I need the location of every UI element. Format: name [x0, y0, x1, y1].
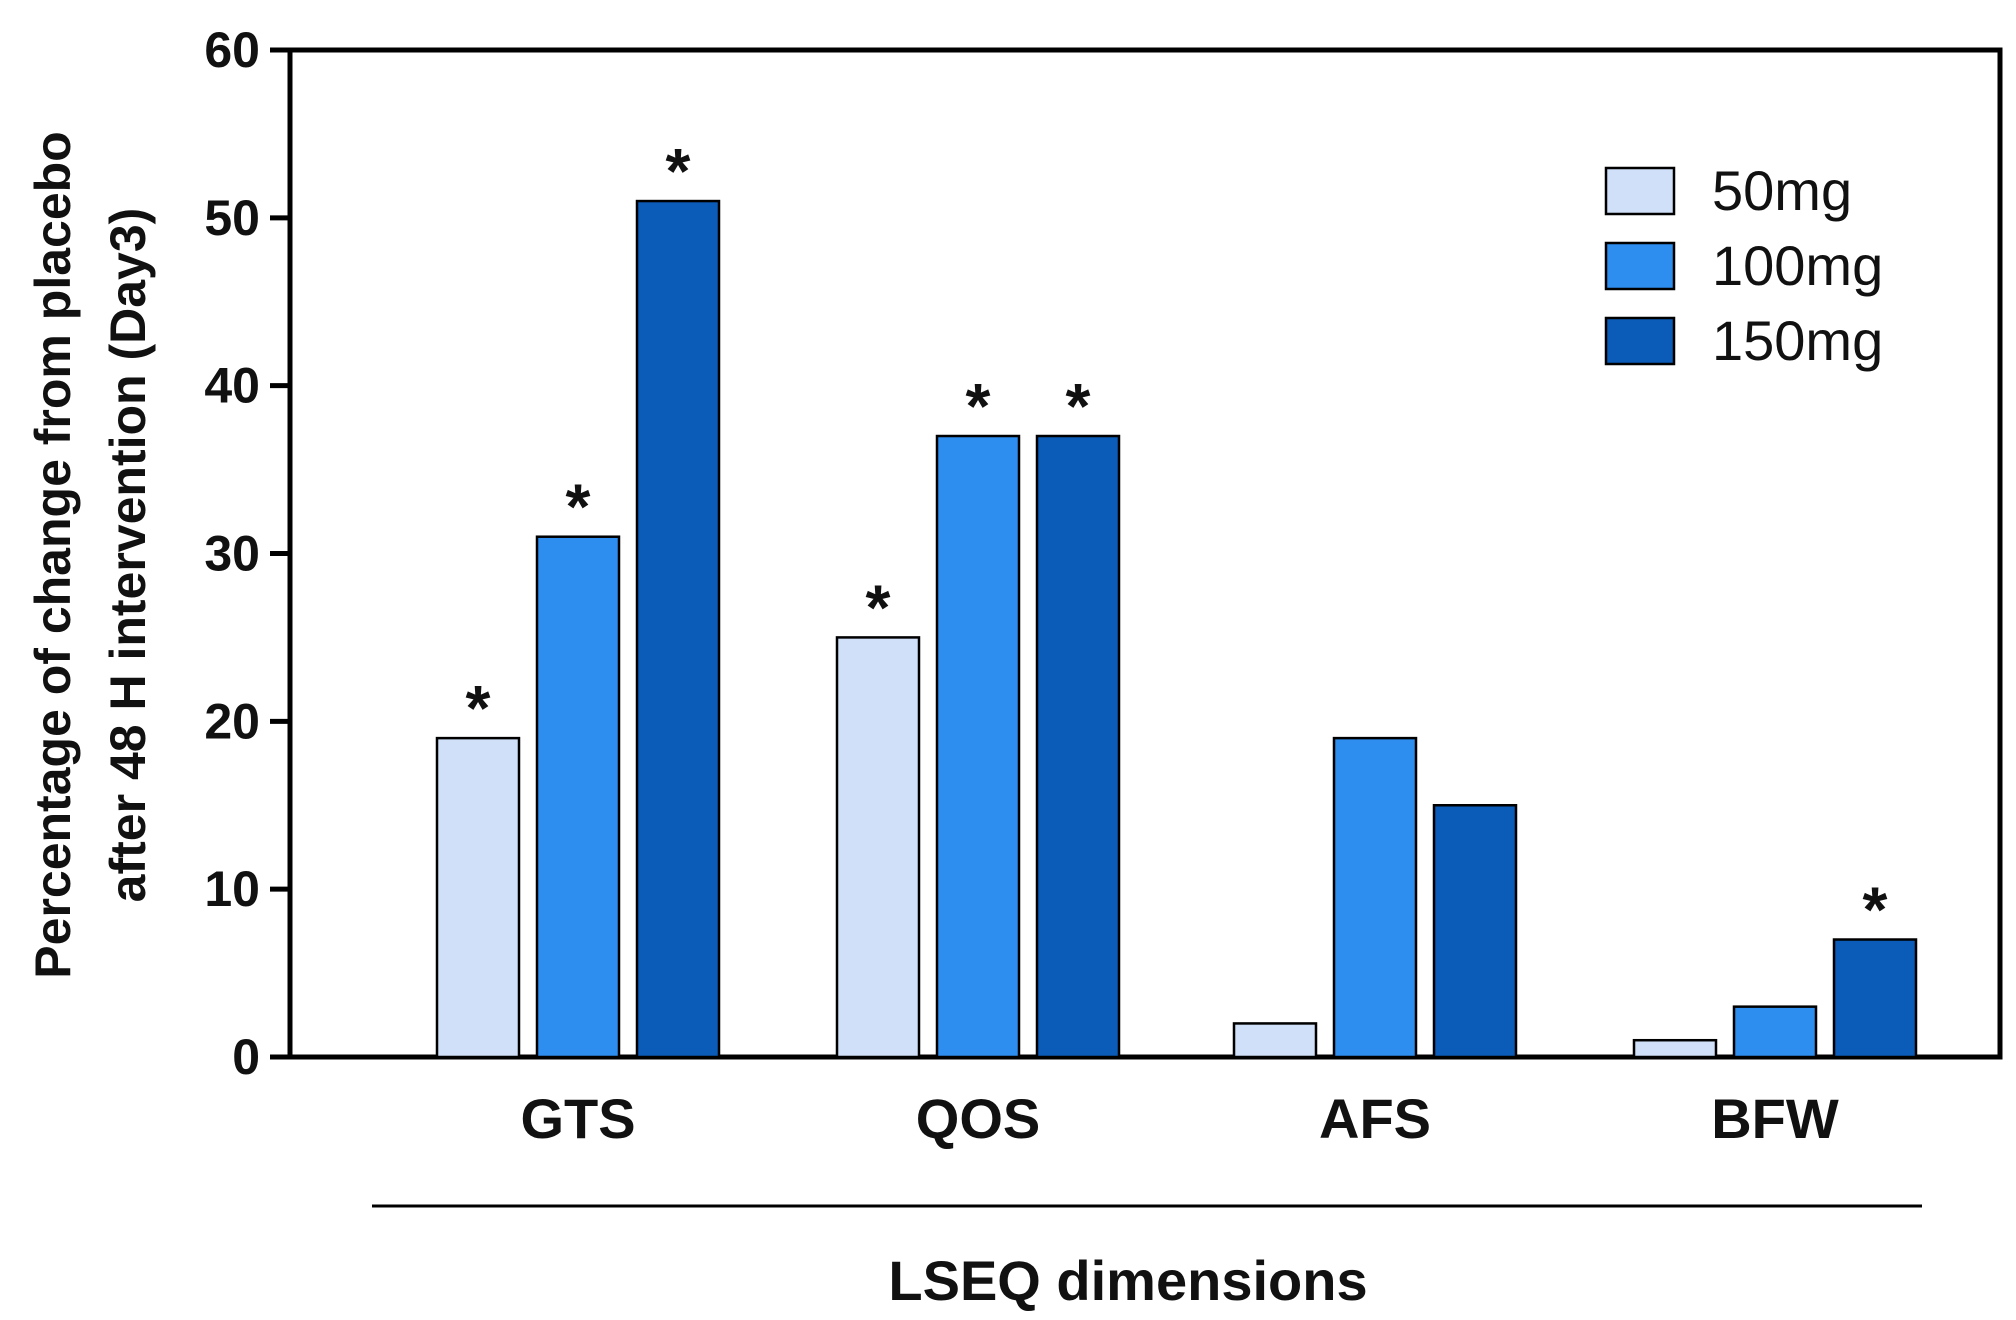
- significance-star: *: [666, 135, 691, 207]
- x-category-label-gts: GTS: [520, 1087, 635, 1150]
- x-category-label-qos: QOS: [916, 1087, 1040, 1150]
- y-axis-label-line1: Percentage of change from placebo: [25, 131, 81, 978]
- significance-markers: * * * * * * *: [466, 135, 1888, 945]
- y-tick-label: 30: [204, 526, 260, 582]
- y-tick-label: 0: [232, 1029, 260, 1085]
- legend-label-100mg: 100mg: [1712, 234, 1883, 297]
- significance-star: *: [1066, 370, 1091, 442]
- y-axis-label-line2: after 48 H intervention (Day3): [100, 208, 156, 903]
- y-tick-label: 50: [204, 190, 260, 246]
- bar-bfw-50mg: [1632, 1038, 1718, 1059]
- significance-star: *: [966, 370, 991, 442]
- y-axis-label: Percentage of change from placebo after …: [25, 131, 156, 978]
- bar-gts-100mg: [535, 535, 621, 1059]
- legend: 50mg 100mg 150mg: [1604, 159, 1883, 372]
- bar-gts-150mg: [635, 199, 721, 1059]
- y-axis-ticks: 0 10 20 30 40 50 60: [204, 22, 290, 1085]
- bar-afs-50mg: [1232, 1022, 1318, 1059]
- bar-qos-100mg: [935, 434, 1021, 1059]
- bar-bfw-100mg: [1732, 1005, 1818, 1059]
- x-axis-categories: GTS QOS AFS BFW: [520, 1087, 1838, 1150]
- legend-swatch-50mg: [1604, 166, 1676, 216]
- x-category-label-afs: AFS: [1319, 1087, 1431, 1150]
- bar-gts-50mg: [435, 736, 521, 1059]
- y-tick-label: 40: [204, 358, 260, 414]
- y-tick-label: 10: [204, 861, 260, 917]
- bar-qos-50mg: [835, 636, 921, 1059]
- bar-bfw-150mg: [1832, 938, 1918, 1059]
- significance-star: *: [466, 672, 491, 744]
- legend-label-50mg: 50mg: [1712, 159, 1852, 222]
- significance-star: *: [566, 471, 591, 543]
- bar-afs-150mg: [1432, 804, 1518, 1059]
- legend-swatch-100mg: [1604, 241, 1676, 291]
- legend-swatch-150mg: [1604, 316, 1676, 366]
- x-axis-label: LSEQ dimensions: [888, 1249, 1367, 1312]
- significance-star: *: [866, 571, 891, 643]
- y-tick-label: 60: [204, 22, 260, 78]
- legend-label-150mg: 150mg: [1712, 309, 1883, 372]
- x-category-label-bfw: BFW: [1711, 1087, 1839, 1150]
- bar-qos-150mg: [1035, 434, 1121, 1059]
- bars: [435, 199, 1918, 1059]
- significance-star: *: [1863, 874, 1888, 946]
- y-tick-label: 20: [204, 693, 260, 749]
- bar-afs-100mg: [1332, 736, 1418, 1059]
